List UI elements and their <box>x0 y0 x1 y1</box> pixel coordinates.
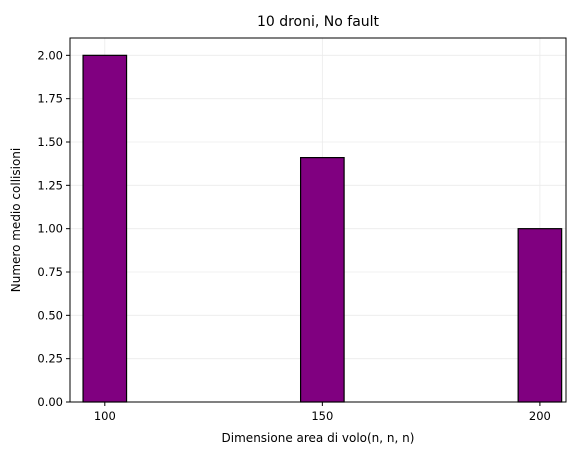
y-tick-label: 2.00 <box>37 48 63 62</box>
y-tick-label: 0.50 <box>37 308 63 322</box>
bars <box>82 54 563 403</box>
chart-title: 10 droni, No fault <box>257 14 380 30</box>
y-tick-label: 1.00 <box>37 222 63 236</box>
y-axis-label: Numero medio collisioni <box>9 148 23 292</box>
y-tick-label: 1.75 <box>37 92 63 106</box>
x-tick-label: 200 <box>529 409 551 423</box>
plot-frame <box>69 37 567 403</box>
x-axis-ticks: 100 150 200 <box>94 402 551 423</box>
bar <box>299 157 345 403</box>
bar <box>517 228 563 403</box>
y-tick-label: 1.25 <box>37 178 63 192</box>
x-tick-label: 150 <box>311 409 333 423</box>
y-tick-label: 0.75 <box>37 265 63 279</box>
y-tick-label: 0.00 <box>37 395 63 409</box>
x-axis-label: Dimensione area di volo(n, n, n) <box>222 431 415 445</box>
x-tick-label: 100 <box>94 409 116 423</box>
y-axis-ticks: 0.00 0.25 0.50 0.75 1.00 1.25 1.50 1.75 2.00 <box>37 48 70 409</box>
y-tick-label: 1.50 <box>37 135 63 149</box>
bar <box>82 54 128 403</box>
y-tick-label: 0.25 <box>37 352 63 366</box>
